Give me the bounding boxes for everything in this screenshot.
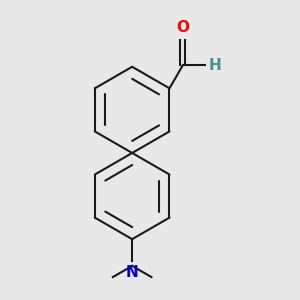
Text: H: H: [209, 58, 221, 73]
Text: N: N: [126, 265, 139, 280]
Text: O: O: [176, 20, 189, 34]
